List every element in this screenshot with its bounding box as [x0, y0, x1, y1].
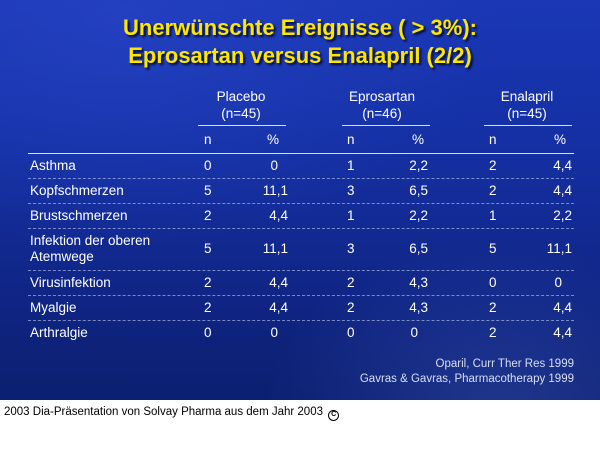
caption-text: 2003 Dia-Präsentation von Solvay Pharma …	[4, 406, 323, 418]
group-count: (n=45)	[507, 106, 547, 121]
slide-title: Unerwünschte Ereignisse ( > 3%): Eprosar…	[0, 14, 600, 70]
cell-placebo-percent: 4,4	[269, 208, 288, 223]
cell-placebo-n: 2	[204, 208, 212, 223]
group-header-enalapril: Enalapril (n=45)	[472, 88, 582, 122]
row-separator	[28, 320, 574, 321]
cell-enalapril-percent: 11,1	[546, 241, 572, 256]
cell-enalapril-percent: 4,4	[553, 300, 572, 315]
cell-placebo-n: 0	[204, 325, 212, 340]
cell-placebo-percent: 4,4	[269, 300, 288, 315]
cell-eprosartan-percent: 4,3	[409, 300, 428, 315]
group-underline	[484, 125, 572, 126]
cell-placebo-n: 5	[204, 241, 212, 256]
cell-placebo-percent: 0	[270, 158, 278, 173]
subheader-n: n	[347, 132, 355, 147]
cell-eprosartan-percent: 2,2	[409, 158, 428, 173]
cell-placebo-percent: 11,1	[262, 183, 288, 198]
row-separator	[28, 203, 574, 204]
cell-enalapril-n: 2	[489, 183, 497, 198]
cell-eprosartan-n: 0	[347, 325, 355, 340]
subheader-n: n	[489, 132, 497, 147]
group-underline	[342, 125, 430, 126]
row-label: Infektion der oberen Atemwege	[30, 233, 151, 264]
subheader-percent: %	[267, 132, 280, 147]
row-separator	[28, 295, 574, 296]
cell-placebo-n: 2	[204, 300, 212, 315]
group-name: Enalapril	[500, 89, 554, 104]
subheader-percent: %	[412, 132, 425, 147]
cell-eprosartan-n: 2	[347, 300, 355, 315]
cell-enalapril-n: 5	[489, 241, 497, 256]
cell-enalapril-percent: 0	[554, 275, 562, 290]
row-label: Virusinfektion	[30, 275, 111, 290]
row-label: Asthma	[30, 158, 76, 173]
source-line-2: Gavras & Gavras, Pharmacotherapy 1999	[359, 373, 574, 385]
cell-eprosartan-n: 3	[347, 241, 355, 256]
cell-enalapril-percent: 4,4	[553, 325, 572, 340]
cell-enalapril-n: 2	[489, 300, 497, 315]
row-label: Arthralgie	[30, 325, 88, 340]
cell-enalapril-n: 1	[489, 208, 497, 223]
cell-placebo-n: 2	[204, 275, 212, 290]
cell-eprosartan-n: 2	[347, 275, 355, 290]
row-label: Brustschmerzen	[30, 208, 128, 223]
slide: Unerwünschte Ereignisse ( > 3%): Eprosar…	[0, 0, 600, 400]
cell-placebo-percent: 4,4	[269, 275, 288, 290]
source-citation: Oparil, Curr Ther Res 1999 Gavras & Gavr…	[360, 357, 574, 387]
image-caption: 2003 Dia-Präsentation von Solvay Pharma …	[4, 405, 340, 421]
row-separator	[28, 228, 574, 229]
cell-placebo-n: 5	[204, 183, 212, 198]
cell-placebo-percent: 11,1	[262, 241, 288, 256]
cell-enalapril-percent: 4,4	[553, 158, 572, 173]
copyright-icon: C	[328, 410, 340, 421]
cell-eprosartan-percent: 6,5	[409, 241, 428, 256]
group-count: (n=46)	[362, 106, 402, 121]
title-line-2: Eprosartan versus Enalapril (2/2)	[128, 43, 472, 68]
group-underline	[198, 125, 286, 126]
group-count: (n=45)	[221, 106, 261, 121]
cell-enalapril-n: 0	[489, 275, 497, 290]
source-line-1: Oparil, Curr Ther Res 1999	[435, 358, 574, 370]
cell-eprosartan-n: 1	[347, 158, 355, 173]
cell-enalapril-n: 2	[489, 158, 497, 173]
cell-eprosartan-percent: 4,3	[409, 275, 428, 290]
row-separator	[28, 270, 574, 271]
cell-enalapril-n: 2	[489, 325, 497, 340]
cell-eprosartan-percent: 0	[410, 325, 418, 340]
row-label: Kopfschmerzen	[30, 183, 124, 198]
cell-eprosartan-percent: 2,2	[409, 208, 428, 223]
row-separator	[28, 178, 574, 179]
header-rule	[28, 153, 574, 154]
cell-placebo-percent: 0	[270, 325, 278, 340]
cell-eprosartan-n: 3	[347, 183, 355, 198]
group-name: Placebo	[216, 89, 266, 104]
subheader-percent: %	[554, 132, 567, 147]
cell-eprosartan-percent: 6,5	[409, 183, 428, 198]
cell-placebo-n: 0	[204, 158, 212, 173]
cell-enalapril-percent: 2,2	[553, 208, 572, 223]
cell-enalapril-percent: 4,4	[553, 183, 572, 198]
subheader-n: n	[204, 132, 212, 147]
group-header-placebo: Placebo (n=45)	[186, 88, 296, 122]
cell-eprosartan-n: 1	[347, 208, 355, 223]
group-header-eprosartan: Eprosartan (n=46)	[327, 88, 437, 122]
title-line-1: Unerwünschte Ereignisse ( > 3%):	[123, 15, 477, 40]
row-label: Myalgie	[30, 300, 77, 315]
group-name: Eprosartan	[348, 89, 416, 104]
